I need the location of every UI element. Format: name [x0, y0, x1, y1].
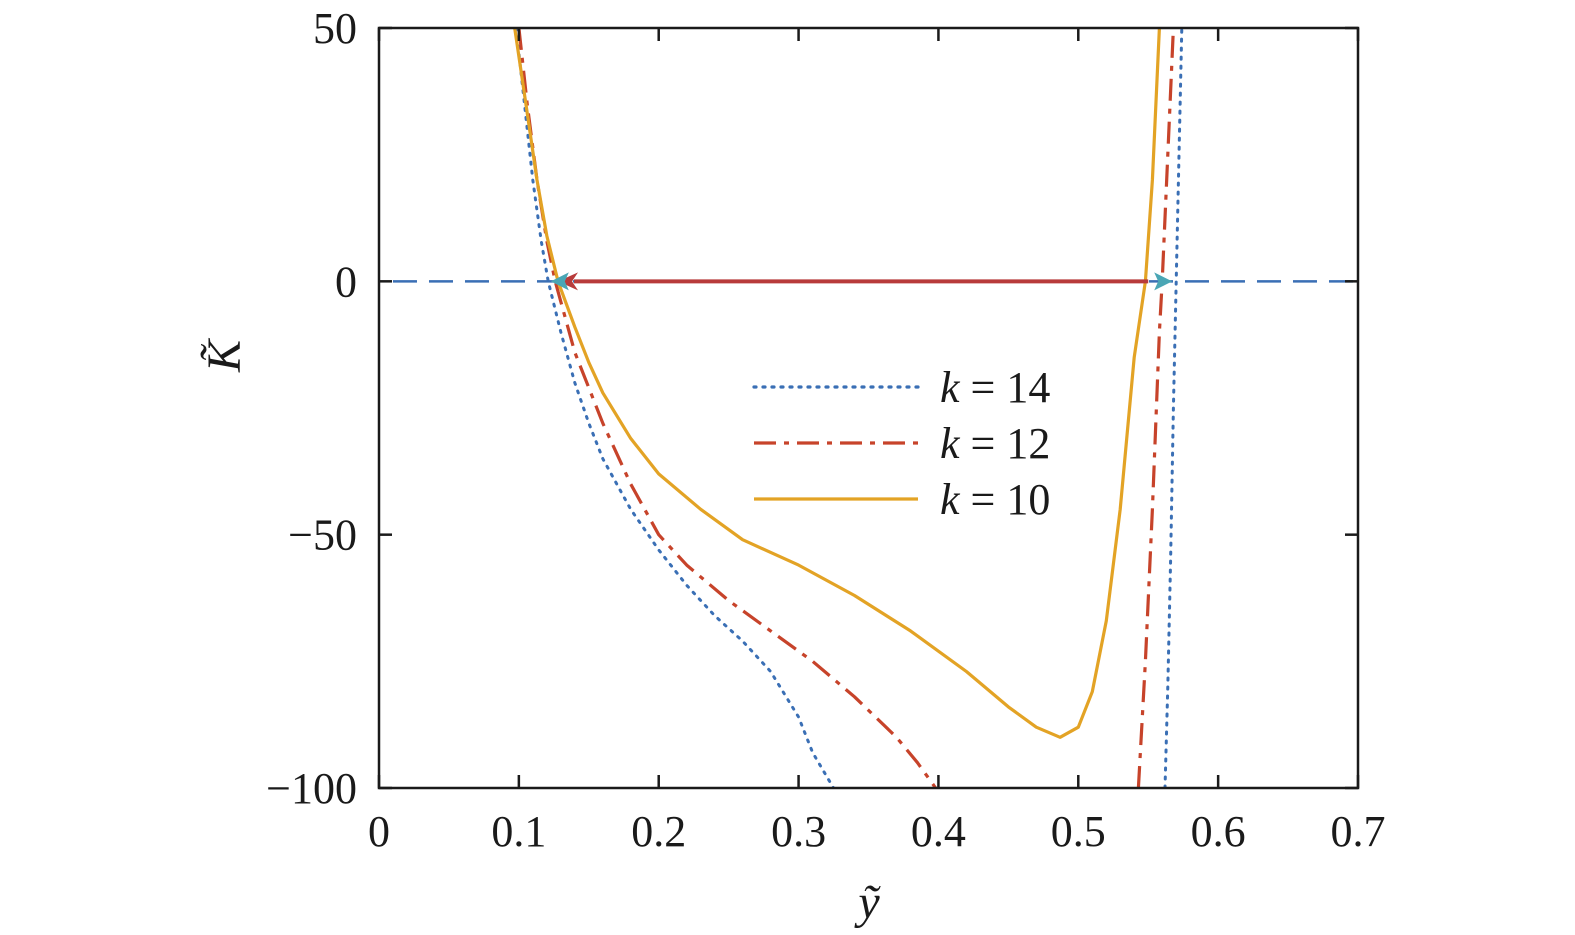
- x-tick-label-2: 0.2: [631, 807, 686, 856]
- series-line-0-segment-1: [1163, 28, 1184, 788]
- y-tick-label-2: −50: [288, 511, 357, 560]
- legend: k = 14 k = 12 k = 10: [752, 363, 1050, 524]
- x-tick-label-5: 0.5: [1051, 807, 1106, 856]
- series-group: [513, 28, 1184, 788]
- x-tick-label-7: 0.7: [1331, 807, 1386, 856]
- x-tick-label-6: 0.6: [1191, 807, 1246, 856]
- series-line-2-segment-0: [513, 28, 1161, 739]
- series-line-1-segment-0: [517, 28, 937, 788]
- x-axis-label: ỹ: [853, 876, 881, 929]
- crossing-marker-1: [550, 272, 569, 291]
- x-tick-label-3: 0.3: [771, 807, 826, 856]
- series-line-0-segment-0: [514, 28, 835, 788]
- x-tick-label-0: 0: [368, 807, 390, 856]
- y-axis-label-group: K̃: [198, 337, 251, 373]
- crossing-marker-2: [1154, 272, 1173, 291]
- x-axis-label-group: ỹ: [853, 876, 881, 929]
- legend-label-0: k = 14: [940, 363, 1050, 412]
- series-line-1-segment-1: [1136, 28, 1175, 788]
- plot-frame: [377, 26, 1360, 790]
- legend-label-1: k = 12: [940, 419, 1050, 468]
- legend-label-2: k = 10: [940, 475, 1050, 524]
- plot-area: 0 0.1 0.2 0.3 0.4 0.5 0.6 0.7 50 0 −50 −100: [266, 4, 1385, 856]
- x-tick-label-4: 0.4: [911, 807, 966, 856]
- y-tick-label-1: 0: [335, 257, 357, 306]
- x-tick-label-1: 0.1: [491, 807, 546, 856]
- arrow-head: [558, 272, 579, 291]
- y-tick-label-0: 50: [313, 4, 357, 53]
- y-tick-label-3: −100: [266, 764, 357, 813]
- y-axis-label: K̃: [198, 337, 251, 373]
